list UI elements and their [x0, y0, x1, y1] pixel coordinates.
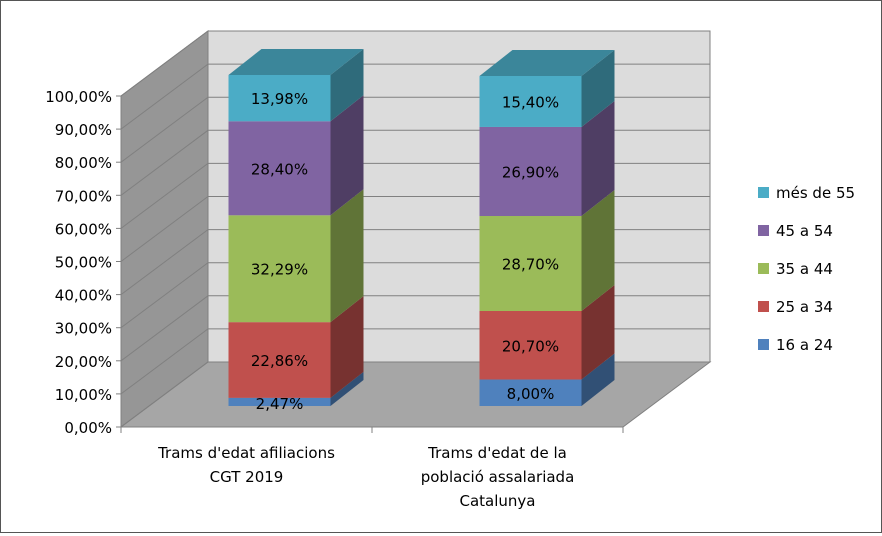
y-tick-label: 40,00%: [55, 287, 112, 305]
y-tick-label: 0,00%: [64, 419, 112, 437]
bar-segment: [479, 75, 582, 127]
bar-side-3: [581, 100, 615, 217]
x-category-label: població assalariada: [421, 468, 575, 486]
bar-side-2: [581, 190, 615, 312]
bar-segment: [479, 216, 582, 312]
bar-segment: [479, 126, 582, 217]
legend-swatch: [758, 339, 769, 350]
legend-label: 35 a 44: [776, 260, 833, 278]
x-category-label: Catalunya: [460, 492, 536, 510]
legend-swatch: [758, 301, 769, 312]
bar-side-1: [581, 285, 615, 380]
legend-swatch: [758, 263, 769, 274]
bar-segment: [479, 379, 582, 406]
y-tick-label: 80,00%: [55, 154, 112, 172]
bar-segment: [228, 322, 331, 398]
bar-segment: [228, 75, 331, 122]
y-tick-label: 100,00%: [45, 88, 112, 106]
bar-side-0: [581, 353, 615, 406]
legend-swatch: [758, 225, 769, 236]
data-label: 13,98%: [251, 90, 308, 108]
bar-side-3: [330, 95, 364, 216]
bar-side-1: [330, 296, 364, 398]
bar-top: [479, 49, 615, 76]
x-category-label: Trams d'edat afiliacions: [157, 444, 335, 462]
legend-label: 45 a 54: [776, 222, 833, 240]
legend-swatch: [758, 187, 769, 198]
bar-segment: [228, 121, 331, 216]
y-tick-label: 90,00%: [55, 121, 112, 139]
gridline: [120, 30, 710, 97]
legend-label: més de 55: [776, 184, 855, 202]
y-tick-label: 60,00%: [55, 220, 112, 238]
data-label: 15,40%: [502, 93, 559, 111]
data-label: 20,70%: [502, 337, 559, 355]
y-tick-label: 10,00%: [55, 386, 112, 404]
data-label: 8,00%: [507, 385, 555, 403]
data-label: 22,86%: [251, 352, 308, 370]
data-label: 26,90%: [502, 163, 559, 181]
y-tick-label: 50,00%: [55, 254, 112, 272]
y-tick-label: 30,00%: [55, 320, 112, 338]
data-label: 28,70%: [502, 256, 559, 274]
bar-segment: [228, 397, 331, 406]
bar-side-4: [330, 49, 364, 122]
data-label: 2,47%: [256, 395, 304, 413]
data-label: 28,40%: [251, 160, 308, 178]
data-label: 32,29%: [251, 261, 308, 279]
y-tick-label: 70,00%: [55, 187, 112, 205]
bar-side-0: [330, 371, 364, 406]
bar-segment: [228, 215, 331, 323]
x-category-label: Trams d'edat de la: [427, 444, 567, 462]
floor: [119, 361, 712, 428]
y-tick-label: 20,00%: [55, 353, 112, 371]
bar-side-2: [330, 189, 364, 323]
legend-label: 25 a 34: [776, 298, 833, 316]
legend-label: 16 a 24: [776, 336, 833, 354]
bar-side-4: [581, 49, 615, 127]
bar-top: [228, 49, 364, 75]
bar-segment: [479, 311, 582, 380]
x-category-label: CGT 2019: [210, 468, 284, 486]
